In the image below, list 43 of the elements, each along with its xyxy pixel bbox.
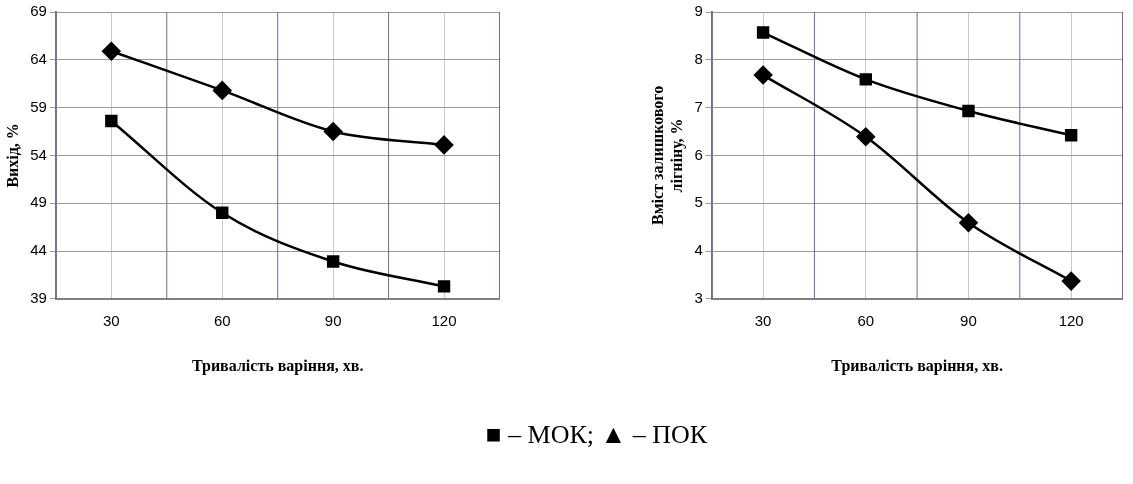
- x-tick-label: 30: [102, 311, 120, 329]
- x-tick-label: 30: [754, 311, 772, 329]
- point: [434, 135, 454, 155]
- point: [1064, 129, 1078, 142]
- y-tick-label: 3: [694, 288, 703, 306]
- point: [756, 26, 770, 39]
- text: ■ – МОК; ▲ – ПОК: [484, 420, 709, 450]
- y-tick-label: 69: [30, 2, 47, 20]
- y-tick-label: 54: [30, 145, 47, 163]
- y-tick-label: 9: [694, 2, 703, 20]
- point: [102, 41, 121, 61]
- point: [859, 73, 872, 86]
- point: [856, 127, 876, 147]
- y-tick-label: 6: [694, 145, 703, 163]
- point: [326, 255, 340, 268]
- x-tick-label: 60: [857, 311, 875, 329]
- x-axis-title: Тривалість варіння, хв.: [831, 356, 1003, 375]
- point: [216, 206, 229, 219]
- x-tick-label: 120: [1058, 311, 1084, 329]
- y-axis-title: Вміст залишкового лігніну, %: [648, 85, 686, 226]
- x-tick-label: 120: [431, 311, 457, 329]
- x-tick-label: 90: [324, 311, 342, 329]
- x-tick-label: 90: [960, 311, 977, 329]
- point: [962, 104, 975, 118]
- point: [437, 280, 451, 293]
- x-axis-title: Тривалість варіння, хв.: [191, 356, 364, 375]
- y-tick-label: 44: [30, 241, 47, 259]
- point: [323, 122, 343, 141]
- y-tick-label: 5: [694, 193, 703, 211]
- y-tick-label: 39: [30, 288, 47, 306]
- y-tick-label: 4: [694, 241, 703, 259]
- point: [753, 65, 773, 85]
- point: [212, 81, 232, 100]
- point: [1061, 271, 1081, 291]
- x-tick-label: 60: [213, 311, 231, 329]
- point: [959, 213, 978, 233]
- y-tick-label: 59: [30, 97, 47, 115]
- y-axis-title: Вихід, %: [3, 123, 21, 188]
- point: [105, 114, 118, 128]
- y-tick-label: 7: [694, 97, 703, 115]
- y-tick-label: 49: [30, 193, 47, 211]
- y-tick-label: 64: [30, 49, 47, 67]
- y-tick-label: 8: [694, 49, 703, 67]
